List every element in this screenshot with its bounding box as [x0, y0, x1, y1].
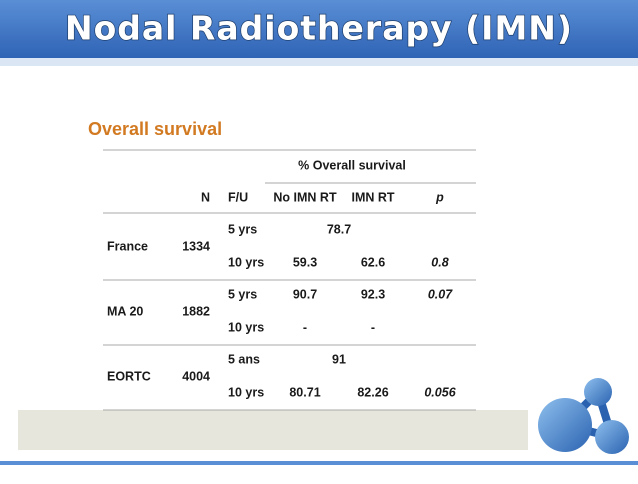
cell: 92.3	[361, 287, 385, 301]
cell: 90.7	[293, 287, 317, 301]
row-label: EORTC	[107, 369, 151, 383]
row-label: France	[107, 239, 148, 253]
cell: 91	[332, 352, 346, 366]
follow-up: 5 yrs	[228, 222, 257, 236]
cell: 80.71	[289, 385, 320, 399]
follow-up: 5 ans	[228, 352, 260, 366]
column-header: p	[435, 190, 444, 204]
cell: 59.3	[293, 255, 317, 269]
footer-box	[18, 410, 528, 450]
column-header: F/U	[228, 190, 248, 204]
column-header: IMN RT	[351, 190, 394, 204]
header-band	[0, 58, 638, 66]
slide-title: Nodal Radiotherapy (IMN)	[65, 9, 573, 48]
cell: 62.6	[361, 255, 385, 269]
n-value: 1334	[182, 239, 210, 253]
cell: -	[303, 320, 307, 334]
table: % Overall survival N F/U No IMN RT IMN RT p Fr…	[103, 149, 476, 411]
cell: 82.26	[357, 385, 388, 399]
n-value: 4004	[182, 369, 210, 383]
n-value: 1882	[182, 304, 210, 318]
table-heading: Overall survival	[88, 119, 222, 139]
follow-up: 5 yrs	[228, 287, 257, 301]
p-value: 0.07	[428, 287, 453, 301]
cell: 78.7	[327, 222, 351, 236]
column-header: N	[201, 190, 210, 204]
follow-up: 10 yrs	[228, 320, 264, 334]
cell: -	[371, 320, 375, 334]
group-header: % Overall survival	[298, 158, 406, 172]
follow-up: 10 yrs	[228, 255, 264, 269]
p-value: 0.056	[424, 385, 456, 399]
follow-up: 10 yrs	[228, 385, 264, 399]
row-label: MA 20	[107, 304, 143, 318]
bottom-strip	[0, 461, 638, 465]
header-bar	[0, 0, 638, 58]
column-header: No IMN RT	[273, 190, 337, 204]
p-value: 0.8	[431, 255, 448, 269]
logo	[538, 378, 629, 454]
